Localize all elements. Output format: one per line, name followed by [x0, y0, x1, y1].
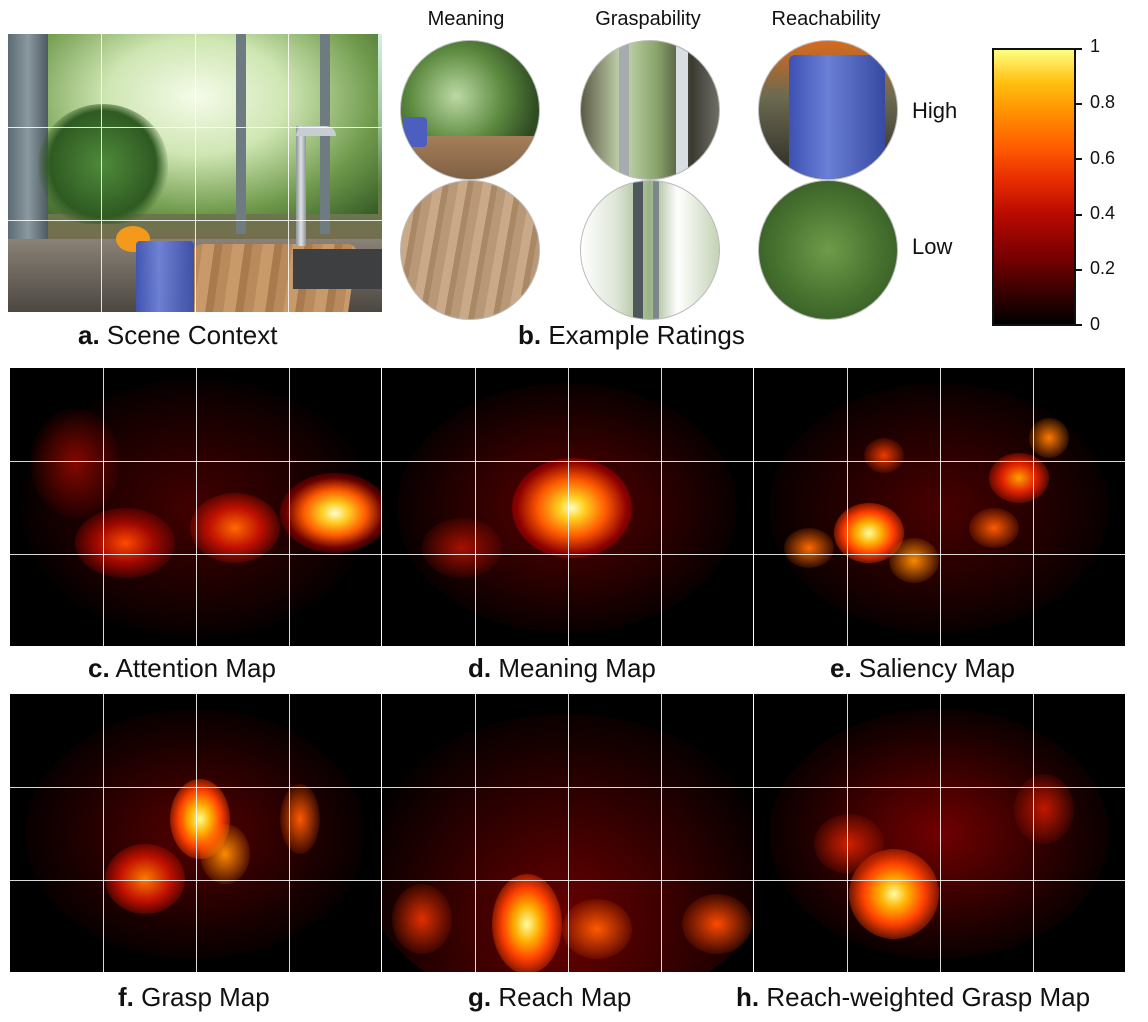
caption-saliency-map: e. Saliency Map: [830, 653, 1015, 683]
rating-disc-meaning-high: [400, 40, 540, 180]
grasp-map: [10, 694, 381, 972]
colorbar-tick: 0: [1090, 314, 1101, 334]
caption-reach-weighted-grasp-map: h. Reach-weighted Grasp Map: [736, 982, 1091, 1012]
faucet-spout: [296, 126, 336, 136]
scene-context-image: [8, 34, 382, 312]
sink: [293, 249, 382, 289]
rating-disc-reachability-high: [758, 40, 898, 180]
colorbar-tick: 0.2: [1090, 258, 1116, 278]
colorbar-tick: 0.6: [1090, 148, 1116, 168]
row-label-low: Low: [912, 234, 953, 259]
caption-attention-map: c. Attention Map: [88, 653, 276, 683]
plant: [38, 104, 168, 224]
colorbar: [992, 48, 1076, 326]
caption-example-ratings: b. Example Ratings: [518, 320, 745, 350]
rating-disc-graspability-low: [580, 180, 720, 320]
row-label-high: High: [912, 98, 958, 123]
colorbar-tick: 0.8: [1090, 92, 1116, 112]
window-mullion: [236, 34, 246, 234]
rating-disc-graspability-high: [580, 40, 720, 180]
blue-cup: [136, 241, 194, 312]
meaning-map: [382, 368, 753, 646]
rating-disc-meaning-low: [400, 180, 540, 320]
saliency-map: [754, 368, 1125, 646]
caption-scene-context: a. Scene Context: [78, 320, 278, 350]
column-header-meaning: Meaning: [427, 8, 505, 30]
column-header-graspability: Graspability: [595, 8, 701, 30]
colorbar-tick: 1: [1090, 36, 1101, 56]
faucet: [296, 126, 306, 246]
rating-disc-reachability-low: [758, 180, 898, 320]
caption-meaning-map: d. Meaning Map: [468, 653, 656, 683]
reach-map: [382, 694, 753, 972]
caption-reach-map: g. Reach Map: [468, 982, 632, 1012]
reach-weighted-grasp-map: [754, 694, 1125, 972]
attention-map: [10, 368, 381, 646]
colorbar-tick: 0.4: [1090, 203, 1116, 223]
caption-grasp-map: f. Grasp Map: [118, 982, 270, 1012]
column-header-reachability: Reachability: [771, 8, 881, 30]
